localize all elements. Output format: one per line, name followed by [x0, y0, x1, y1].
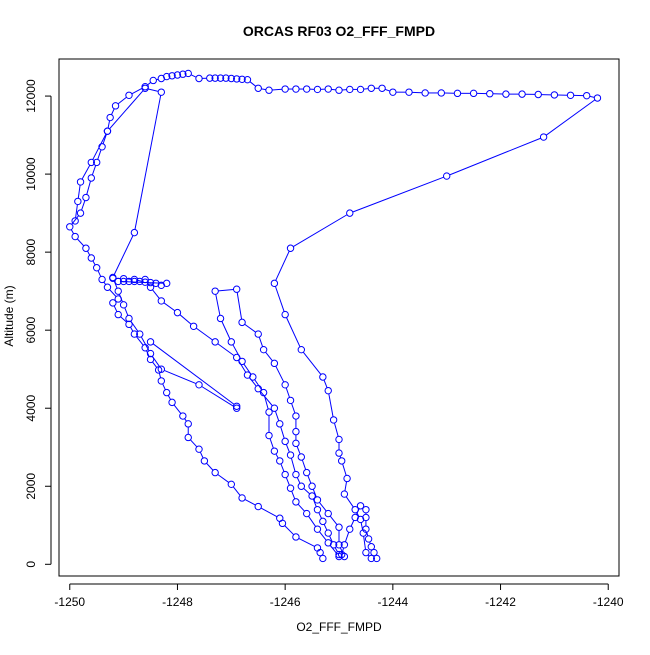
- y-tick-label: 2000: [24, 473, 38, 500]
- y-tick-label: 10000: [24, 157, 38, 191]
- y-axis-label: Altitude (m): [2, 285, 16, 346]
- x-tick-label: -1250: [54, 595, 85, 609]
- y-tick-label: 8000: [24, 238, 38, 265]
- x-tick-label: -1242: [485, 595, 516, 609]
- y-tick-label: 0: [24, 561, 38, 568]
- x-tick-label: -1248: [162, 595, 193, 609]
- chart-title: ORCAS RF03 O2_FFF_FMPD: [243, 23, 435, 39]
- y-tick-label: 6000: [24, 317, 38, 344]
- x-tick-label: -1246: [270, 595, 301, 609]
- x-tick-label: -1240: [593, 595, 624, 609]
- x-tick-label: -1244: [377, 595, 408, 609]
- series-line-segment: [272, 89, 282, 90]
- y-tick-label: 12000: [24, 79, 38, 113]
- y-tick-label: 4000: [24, 395, 38, 422]
- x-axis-label: O2_FFF_FMPD: [296, 620, 382, 634]
